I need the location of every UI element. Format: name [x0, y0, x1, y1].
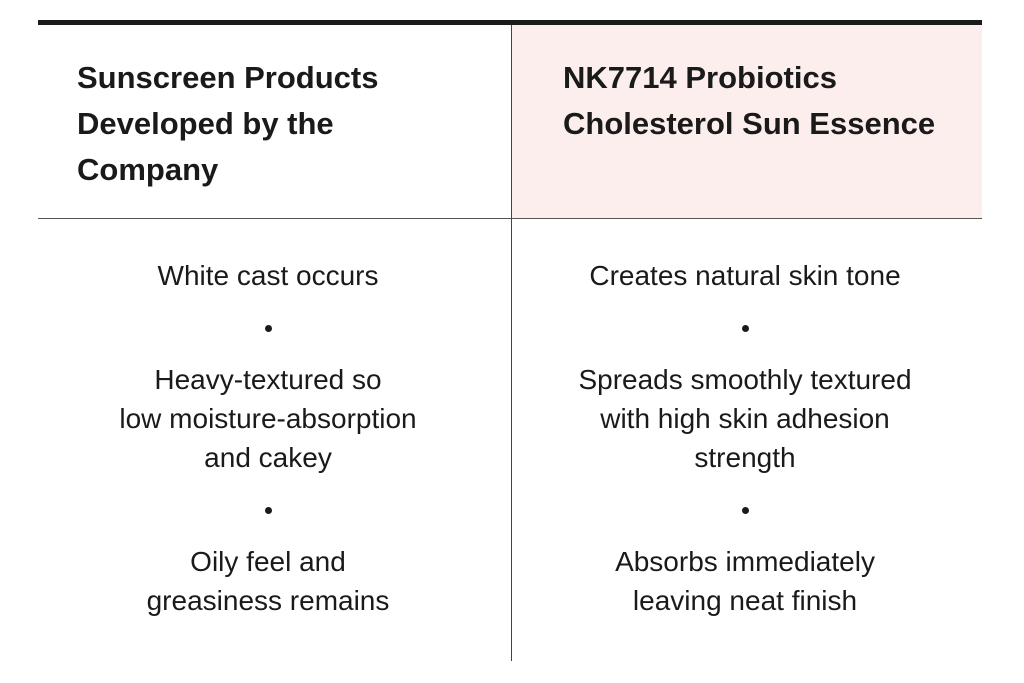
item-line: White cast occurs — [157, 260, 379, 291]
column-items: Creates natural skin tone Spreads smoothl… — [535, 256, 955, 620]
item-line: Heavy-textured so — [154, 364, 382, 395]
header-line: NK7714 Probiotics — [563, 60, 837, 95]
item: Creates natural skin tone — [535, 256, 955, 295]
item-line: leaving neat finish — [632, 585, 858, 616]
item: White cast occurs — [58, 256, 478, 295]
header-line: Company — [77, 152, 219, 187]
bullet-separator — [58, 477, 478, 542]
item-line: strength — [694, 442, 796, 473]
column-items: White cast occurs Heavy-textured so low mo… — [58, 256, 478, 620]
item: Spreads smoothly textured with high skin … — [535, 360, 955, 477]
column-divider — [511, 25, 512, 661]
item-line: Absorbs immediately — [615, 546, 875, 577]
item-line: Creates natural skin tone — [589, 260, 901, 291]
item: Absorbs immediately leaving neat finish — [535, 542, 955, 620]
header-line: Sunscreen Products — [77, 60, 379, 95]
bullet-separator — [58, 295, 478, 360]
top-rule — [38, 20, 982, 25]
item-line: with high skin adhesion — [600, 403, 890, 434]
item-line: Oily feel and — [190, 546, 346, 577]
header-rule — [38, 218, 982, 219]
item-line: greasiness remains — [146, 585, 390, 616]
item: Oily feel and greasiness remains — [58, 542, 478, 620]
column-header: Sunscreen Products Developed by the Compan… — [77, 55, 378, 193]
bullet-separator — [535, 295, 955, 360]
header-highlight — [512, 25, 982, 218]
item-line: and cakey — [204, 442, 332, 473]
item-line: low moisture-absorption — [119, 403, 417, 434]
bullet-separator — [535, 477, 955, 542]
header-line: Cholesterol Sun Essence — [563, 106, 936, 141]
column-header: NK7714 Probiotics Cholesterol Sun Essence — [563, 55, 935, 147]
item-line: Spreads smoothly textured — [578, 364, 912, 395]
item: Heavy-textured so low moisture-absorption… — [58, 360, 478, 477]
header-line: Developed by the — [77, 106, 334, 141]
